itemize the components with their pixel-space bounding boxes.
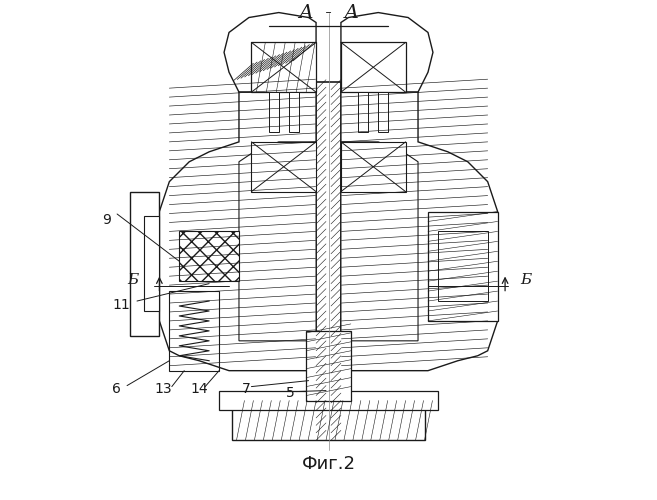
Polygon shape [160, 92, 316, 370]
Text: 13: 13 [154, 382, 172, 396]
Text: Б: Б [127, 272, 139, 286]
Bar [231, 400, 426, 440]
Bar [179, 232, 239, 281]
Bar [219, 390, 438, 410]
Polygon shape [341, 12, 433, 92]
Bar [358, 92, 369, 132]
Bar [428, 212, 497, 321]
Text: Фиг.2: Фиг.2 [302, 454, 355, 472]
Polygon shape [239, 142, 316, 341]
Text: 11: 11 [112, 298, 130, 312]
Text: Б: Б [520, 272, 532, 286]
Bar [170, 291, 219, 370]
Text: 6: 6 [112, 382, 121, 396]
Polygon shape [224, 12, 316, 92]
Bar [341, 142, 405, 192]
Bar [438, 232, 487, 301]
Bar [306, 331, 351, 400]
Bar [378, 92, 388, 132]
Text: 14: 14 [191, 382, 208, 396]
Polygon shape [129, 192, 160, 336]
Polygon shape [341, 92, 497, 370]
Polygon shape [341, 142, 418, 341]
Text: 5: 5 [286, 386, 295, 400]
Text: 9: 9 [102, 213, 111, 227]
Text: А  -  А: А - А [298, 4, 359, 22]
Bar [252, 42, 316, 92]
Bar [341, 42, 405, 92]
Bar [316, 82, 341, 440]
Text: 7: 7 [242, 382, 250, 396]
Bar [288, 92, 299, 132]
Polygon shape [145, 216, 160, 311]
Bar [252, 142, 316, 192]
Bar [269, 92, 279, 132]
